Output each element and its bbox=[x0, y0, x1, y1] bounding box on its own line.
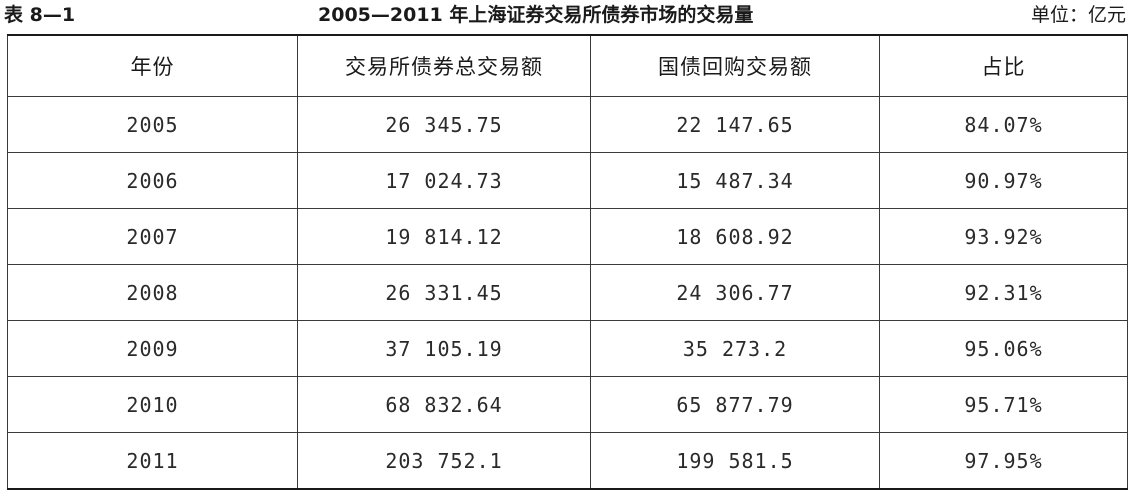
cell-year: 2010 bbox=[7, 376, 298, 433]
table-row: 2009 37 105.19 35 273.2 95.06% bbox=[7, 320, 1128, 377]
table-row: 2007 19 814.12 18 608.92 93.92% bbox=[7, 208, 1128, 265]
table-row: 2006 17 024.73 15 487.34 90.97% bbox=[7, 152, 1128, 209]
table-row: 2011 203 752.1 199 581.5 97.95% bbox=[7, 432, 1128, 490]
cell-year: 2009 bbox=[7, 320, 298, 377]
table-caption: 表 8—1 2005—2011 年上海证券交易所债券市场的交易量 单位：亿元 bbox=[0, 0, 1132, 30]
cell-share: 93.92% bbox=[879, 208, 1128, 265]
cell-repo-volume: 22 147.65 bbox=[590, 96, 880, 153]
table-number: 表 8—1 bbox=[4, 4, 76, 26]
cell-total-volume: 17 024.73 bbox=[297, 152, 591, 209]
cell-repo-volume: 199 581.5 bbox=[590, 432, 880, 490]
cell-share: 84.07% bbox=[879, 96, 1128, 153]
cell-repo-volume: 18 608.92 bbox=[590, 208, 880, 265]
header-share: 占比 bbox=[879, 34, 1128, 97]
cell-share: 92.31% bbox=[879, 264, 1128, 321]
header-year: 年份 bbox=[7, 34, 298, 97]
cell-repo-volume: 15 487.34 bbox=[590, 152, 880, 209]
table-unit: 单位：亿元 bbox=[1030, 4, 1126, 26]
table-row: 2005 26 345.75 22 147.65 84.07% bbox=[7, 96, 1128, 153]
cell-share: 95.71% bbox=[879, 376, 1128, 433]
cell-total-volume: 37 105.19 bbox=[297, 320, 591, 377]
cell-total-volume: 19 814.12 bbox=[297, 208, 591, 265]
bond-trading-table: 年份 交易所债券总交易额 国债回购交易额 占比 2005 26 345.75 2… bbox=[7, 34, 1128, 490]
cell-total-volume: 203 752.1 bbox=[297, 432, 591, 490]
cell-year: 2007 bbox=[7, 208, 298, 265]
table-row: 2010 68 832.64 65 877.79 95.71% bbox=[7, 376, 1128, 433]
header-repo-volume: 国债回购交易额 bbox=[590, 34, 880, 97]
cell-year: 2011 bbox=[7, 432, 298, 490]
cell-share: 97.95% bbox=[879, 432, 1128, 490]
cell-year: 2008 bbox=[7, 264, 298, 321]
cell-share: 95.06% bbox=[879, 320, 1128, 377]
table-row: 2008 26 331.45 24 306.77 92.31% bbox=[7, 264, 1128, 321]
table-title: 2005—2011 年上海证券交易所债券市场的交易量 bbox=[318, 4, 754, 26]
cell-share: 90.97% bbox=[879, 152, 1128, 209]
cell-total-volume: 68 832.64 bbox=[297, 376, 591, 433]
cell-total-volume: 26 331.45 bbox=[297, 264, 591, 321]
table-header-row: 年份 交易所债券总交易额 国债回购交易额 占比 bbox=[7, 34, 1128, 97]
cell-year: 2006 bbox=[7, 152, 298, 209]
cell-repo-volume: 35 273.2 bbox=[590, 320, 880, 377]
cell-repo-volume: 24 306.77 bbox=[590, 264, 880, 321]
cell-repo-volume: 65 877.79 bbox=[590, 376, 880, 433]
header-total-volume: 交易所债券总交易额 bbox=[297, 34, 591, 97]
cell-total-volume: 26 345.75 bbox=[297, 96, 591, 153]
cell-year: 2005 bbox=[7, 96, 298, 153]
